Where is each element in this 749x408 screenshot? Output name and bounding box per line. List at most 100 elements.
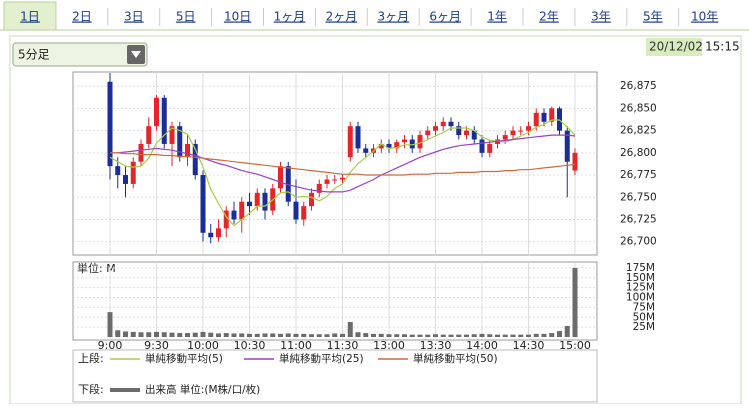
tab[interactable]: 1日 — [20, 10, 40, 24]
y-tick-label: 26,725 — [620, 213, 657, 225]
candle-body — [471, 130, 477, 140]
y-tick-label: 75M — [633, 301, 655, 313]
y-tick-label: 125M — [626, 282, 655, 294]
volume-bar — [231, 333, 237, 337]
tab[interactable]: 3日 — [124, 10, 144, 24]
tab[interactable]: 2日 — [72, 10, 92, 24]
date: 20/12/02 — [649, 40, 703, 54]
legend-label: 出来高 単位:(M株/口/枚) — [145, 383, 260, 396]
volume-bar — [433, 334, 438, 337]
selected-tab-bg — [3, 1, 57, 31]
volume-bar — [363, 333, 369, 337]
volume-bar — [549, 333, 555, 337]
y-tick-label: 25M — [633, 321, 655, 333]
volume-bar — [417, 334, 423, 337]
candle-body — [386, 143, 392, 149]
candle-body — [448, 121, 454, 127]
candle-body — [440, 121, 446, 127]
x-tick-label: 10:00 — [187, 339, 219, 352]
tab[interactable]: 1年 — [487, 10, 507, 24]
volume-bar — [115, 330, 121, 337]
tab[interactable]: 5日 — [176, 10, 196, 24]
ma-line — [110, 152, 576, 176]
candle-body — [572, 152, 578, 171]
tab[interactable]: 1ヶ月 — [274, 10, 306, 24]
tab[interactable]: 3ヶ月 — [377, 10, 409, 24]
volume-bar — [533, 333, 539, 337]
candle-body — [138, 143, 144, 162]
volume-bar — [161, 332, 167, 337]
price-panel — [72, 71, 598, 256]
candle-body — [316, 183, 322, 193]
candle-body — [223, 210, 229, 229]
volume-bar — [146, 332, 152, 337]
tab[interactable]: 10年 — [691, 10, 718, 24]
y-tick-label: 175M — [626, 262, 655, 274]
volume-bar — [557, 331, 562, 337]
candle-body — [293, 201, 299, 220]
tab[interactable]: 3年 — [591, 10, 611, 24]
y-tick-label: 26,700 — [620, 236, 657, 248]
candle-body — [130, 161, 136, 184]
x-tick-label: 14:30 — [513, 339, 545, 352]
volume-bar — [402, 334, 407, 337]
legend-box — [72, 349, 598, 403]
volume-bar — [471, 334, 477, 337]
volume-bar — [208, 332, 214, 337]
x-tick-label: 14:00 — [466, 339, 498, 352]
candle-body — [185, 143, 190, 158]
y-tick-label: 26,800 — [620, 147, 657, 159]
candle-body — [177, 126, 183, 158]
date-bg — [646, 38, 702, 56]
volume-bar — [572, 267, 578, 337]
candle-body — [340, 177, 345, 180]
volume-bar — [192, 332, 198, 337]
volume-bar — [355, 332, 361, 337]
tab[interactable]: 2年 — [539, 10, 559, 24]
volume-bar — [502, 334, 508, 337]
volume-bar — [301, 333, 307, 337]
volume-bar — [177, 333, 183, 337]
candle-body — [347, 126, 353, 158]
select-arrow — [131, 51, 141, 58]
y-tick-label: 50M — [633, 311, 655, 323]
volume-bar — [254, 333, 260, 337]
y-tick-label: 150M — [626, 272, 655, 284]
volume-bar — [386, 334, 392, 337]
candle-body — [541, 112, 547, 122]
x-tick-label: 13:30 — [420, 339, 452, 352]
volume-bar — [270, 333, 276, 337]
candle-body — [200, 175, 206, 233]
volume-bar — [216, 333, 221, 337]
x-tick-label: 13:00 — [373, 339, 405, 352]
candle-body — [154, 97, 159, 127]
volume-bar — [378, 333, 384, 337]
volume-bar — [185, 333, 190, 337]
candle-body — [332, 179, 338, 181]
legend-label: 単純移動平均(25) — [279, 352, 364, 365]
tab[interactable]: 5年 — [643, 10, 663, 24]
candle-body — [216, 228, 221, 238]
tab[interactable]: 10日 — [224, 10, 251, 24]
y-tick-label: 26,775 — [620, 169, 657, 181]
volume-bar — [262, 333, 268, 337]
interval-label: 5分足 — [18, 48, 50, 62]
volume-bar — [425, 334, 431, 337]
volume-bar — [324, 334, 330, 337]
volume-bar — [169, 332, 175, 337]
candle-body — [394, 142, 400, 149]
volume-bar — [564, 325, 570, 337]
tab[interactable]: 2ヶ月 — [326, 10, 358, 24]
x-tick-label: 9:00 — [98, 339, 123, 352]
candle-body — [355, 126, 361, 149]
candle-body — [192, 143, 198, 176]
candle-body — [254, 192, 260, 207]
volume-bar — [332, 333, 338, 337]
volume-unit: 単位: M — [77, 261, 116, 275]
volume-bar — [526, 334, 531, 337]
volume-bar — [510, 334, 516, 337]
candle-body — [115, 166, 121, 176]
candle-body — [402, 139, 407, 143]
interval-select[interactable] — [12, 42, 148, 67]
tab[interactable]: 6ヶ月 — [429, 10, 461, 24]
